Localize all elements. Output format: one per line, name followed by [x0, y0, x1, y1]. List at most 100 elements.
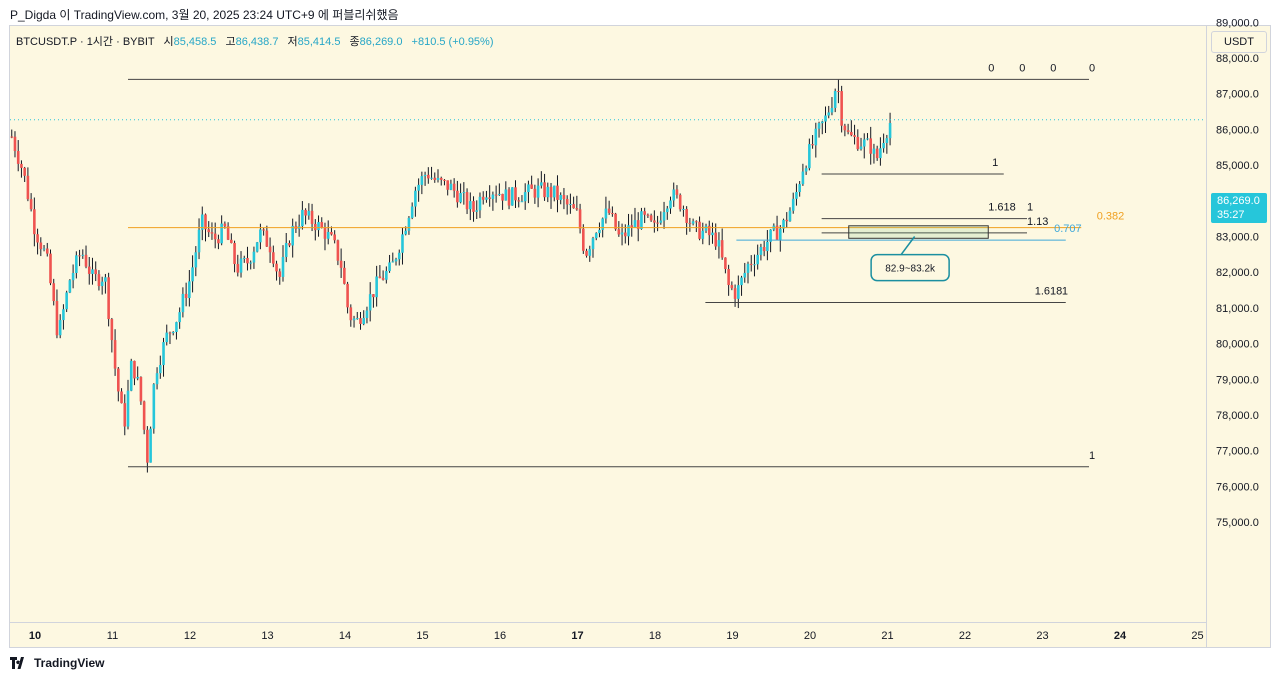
candle-body: [491, 194, 495, 199]
y-tick-label: 78,000.0: [1216, 410, 1259, 422]
candle-body: [16, 151, 20, 164]
candle-body: [856, 136, 860, 150]
x-tick-label: 13: [261, 630, 273, 642]
candle-body: [359, 318, 362, 324]
y-tick-label: 88,000.0: [1216, 53, 1259, 65]
candle-body: [614, 213, 617, 230]
candle-body: [281, 256, 285, 277]
candle-body: [439, 177, 443, 180]
candle-body: [717, 240, 721, 247]
candle-body: [155, 373, 159, 385]
candle-body: [549, 186, 553, 198]
candle-body: [762, 247, 766, 252]
candle-body: [284, 243, 288, 257]
candle-body: [213, 233, 217, 240]
candle-body: [766, 241, 769, 252]
candle-body: [255, 242, 259, 252]
candle-body: [575, 208, 579, 210]
candle-body: [339, 260, 343, 268]
price-axis[interactable]: [1206, 26, 1270, 647]
candle-body: [759, 247, 763, 255]
candle-body: [653, 220, 656, 223]
candle-body: [552, 185, 556, 198]
candle-body: [355, 318, 359, 320]
candle-body: [184, 293, 188, 299]
candle-body: [778, 228, 782, 240]
y-tick-label: 89,000.0: [1216, 17, 1259, 29]
candle-body: [333, 234, 336, 241]
candle-body: [129, 360, 133, 391]
candle-body: [242, 257, 246, 259]
x-tick-label: 15: [416, 630, 428, 642]
candle-body: [378, 276, 382, 279]
x-tick-label: 14: [339, 630, 351, 642]
plot-area[interactable]: [10, 26, 1206, 622]
candle-body: [152, 384, 156, 429]
candle-body: [304, 209, 307, 216]
time-axis[interactable]: [10, 622, 1206, 647]
candle-body: [707, 225, 711, 236]
candle-body: [401, 234, 404, 253]
candle-body: [530, 184, 533, 189]
publish-info: P_Digda 이 TradingView.com, 3월 20, 2025 2…: [10, 8, 399, 22]
candle-body: [39, 242, 43, 250]
candle-body: [611, 213, 614, 215]
candle-body: [197, 229, 201, 253]
candle-body: [65, 292, 68, 310]
candle-body: [349, 307, 353, 321]
candle-body: [598, 229, 601, 234]
candle-body: [394, 259, 398, 262]
candle-body: [578, 209, 582, 229]
level-label: 0: [1089, 62, 1095, 74]
candle-body: [94, 269, 98, 275]
candle-body: [695, 221, 698, 223]
candle-body: [733, 288, 737, 299]
candle-body: [888, 122, 892, 139]
candle-body: [866, 138, 869, 140]
candle-body: [827, 112, 831, 116]
candle-body: [814, 128, 818, 146]
level-label: 1: [1027, 202, 1033, 214]
candle-body: [701, 230, 705, 239]
candle-body: [410, 206, 414, 218]
candle-body: [456, 190, 459, 203]
candle-body: [459, 193, 462, 203]
candle-body: [404, 230, 408, 235]
candle-body: [540, 182, 543, 186]
tradingview-logo-icon: [10, 657, 24, 669]
candle-body: [68, 280, 72, 293]
x-tick-label: 21: [881, 630, 893, 642]
candle-body: [417, 184, 420, 191]
candle-body: [204, 214, 207, 230]
candle-body: [853, 135, 856, 137]
candle-body: [171, 332, 175, 334]
candle-body: [720, 240, 724, 258]
candle-body: [785, 219, 789, 222]
low-label: 저: [287, 36, 298, 48]
candle-body: [649, 215, 653, 221]
candle-body: [239, 258, 243, 273]
candle-body: [465, 192, 469, 210]
candle-body: [485, 197, 488, 200]
candle-body: [433, 177, 437, 181]
candle-body: [278, 271, 282, 277]
symbol-title[interactable]: BTCUSDT.P · 1시간 · BYBIT: [16, 36, 155, 48]
candle-body: [188, 281, 191, 299]
callout-box: [870, 253, 950, 282]
y-tick-label: 77,000.0: [1216, 446, 1259, 458]
chart-frame: [9, 25, 1271, 648]
x-tick-label: 17: [571, 630, 583, 642]
candle-body: [788, 210, 792, 222]
candle-body: [714, 232, 718, 247]
candle-body: [230, 239, 233, 243]
candle-body: [372, 294, 375, 298]
candle-body: [84, 254, 88, 267]
candle-body: [824, 115, 827, 122]
candle-body: [207, 229, 211, 233]
currency-unit-button[interactable]: USDT: [1211, 31, 1267, 53]
tradingview-logo[interactable]: TradingView: [10, 656, 104, 670]
candle-body: [753, 264, 756, 266]
candle-body: [820, 121, 824, 124]
candle-body: [875, 148, 879, 159]
